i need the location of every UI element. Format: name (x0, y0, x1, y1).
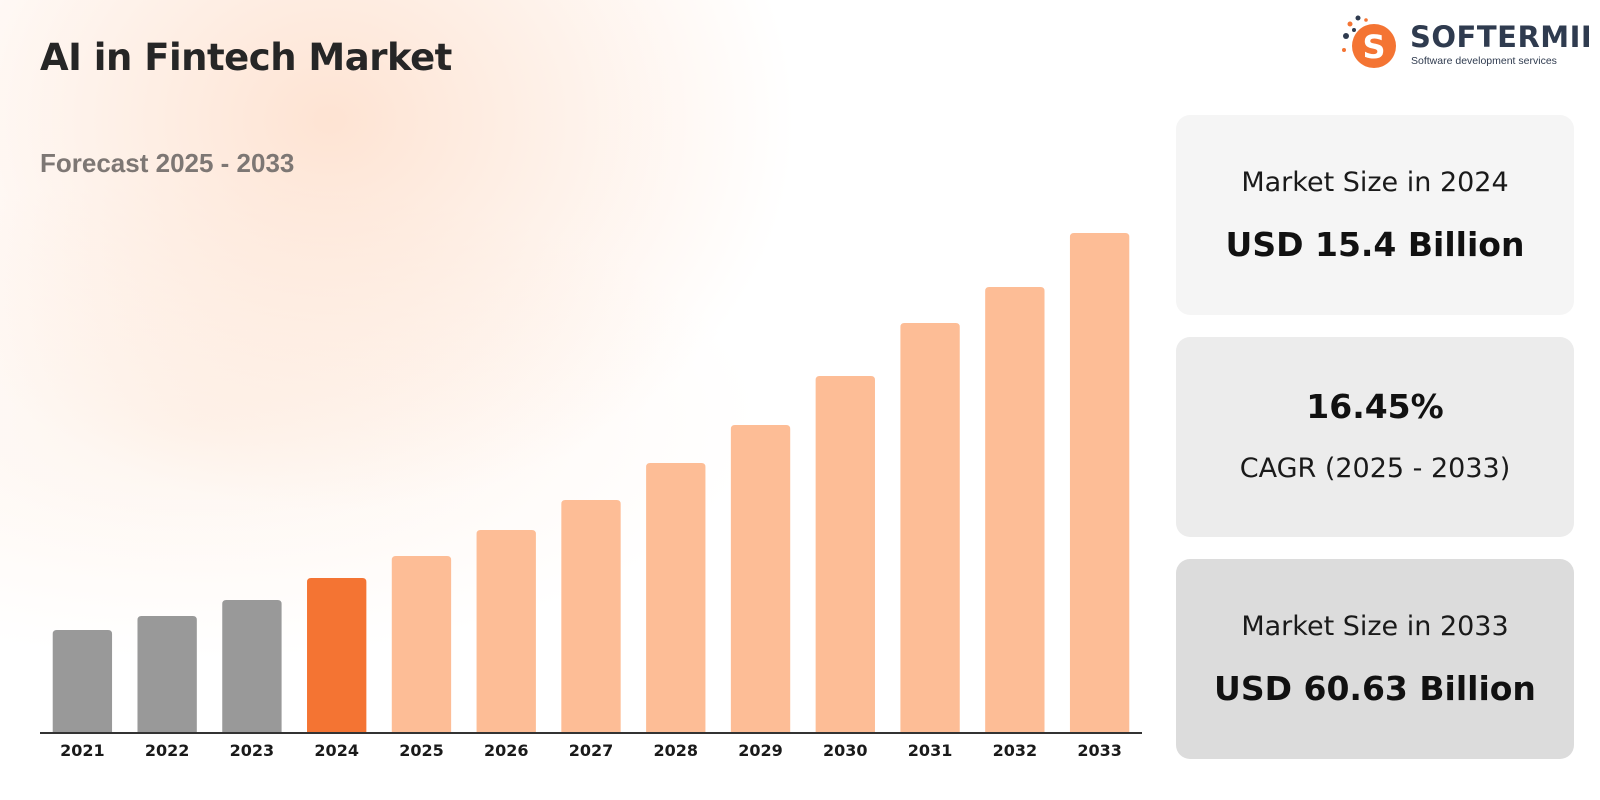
stat-card-size-2024: Market Size in 2024 USD 15.4 Billion (1176, 115, 1574, 315)
stat-label-size-2024: Market Size in 2024 (1241, 167, 1509, 198)
stat-label-size-2033: Market Size in 2033 (1241, 611, 1509, 642)
logo-tagline: Software development services (1411, 55, 1557, 67)
logo-wordmark: SOFTERMII (1410, 20, 1593, 54)
bar-2025 (391, 556, 452, 732)
page-subtitle: Forecast 2025 - 2033 (40, 148, 295, 178)
bar-2027 (561, 500, 621, 732)
stat-card-size-2033: Market Size in 2033 USD 60.63 Billion (1176, 559, 1574, 759)
bar-2022 (137, 616, 197, 732)
x-tick-label-2031: 2031 (908, 741, 953, 760)
x-tick-label-2022: 2022 (145, 741, 190, 760)
brand-logo[interactable]: S SOFTERMII Software development service… (1340, 14, 1592, 74)
x-tick-label-2025: 2025 (399, 741, 444, 760)
stat-value-size-2024: USD 15.4 Billion (1225, 225, 1525, 264)
x-tick-label-2029: 2029 (738, 741, 783, 760)
bar-2024 (307, 578, 367, 732)
stat-card-cagr: 16.45% CAGR (2025 - 2033) (1176, 337, 1574, 537)
x-tick-label-2030: 2030 (823, 741, 868, 760)
logo-letter: S (1362, 28, 1385, 66)
bar-2032 (985, 287, 1045, 732)
bar-2021 (52, 630, 113, 732)
stat-value-cagr: 16.45% (1306, 387, 1444, 426)
x-tick-label-2028: 2028 (654, 741, 699, 760)
x-tick-label-2026: 2026 (484, 741, 529, 760)
logo-mark-icon: S (1342, 15, 1396, 68)
x-tick-label-2021: 2021 (60, 741, 105, 760)
x-tick-label-2032: 2032 (993, 741, 1038, 760)
stat-label-cagr: CAGR (2025 - 2033) (1239, 453, 1511, 484)
bar-2030 (815, 376, 875, 732)
bar-2026 (476, 530, 536, 732)
x-tick-label-2024: 2024 (314, 741, 359, 760)
page-title: AI in Fintech Market (40, 36, 452, 79)
x-tick-label-2023: 2023 (230, 741, 275, 760)
bar-2029 (730, 425, 791, 732)
bar-2033 (1069, 233, 1130, 732)
stat-value-size-2033: USD 60.63 Billion (1214, 669, 1536, 708)
bar-chart: 2021 2022 2023 2024 2025 2026 2027 2028 2029 2030… (40, 233, 1142, 760)
bar-2028 (646, 463, 706, 732)
bar-chart-svg: 2021 2022 2023 2024 2025 2026 2027 2028 2029 2030… (40, 233, 1142, 760)
bar-2031 (900, 323, 960, 732)
bar-2023 (222, 600, 282, 732)
x-tick-label-2027: 2027 (569, 741, 614, 760)
x-tick-label-2033: 2033 (1077, 741, 1122, 760)
